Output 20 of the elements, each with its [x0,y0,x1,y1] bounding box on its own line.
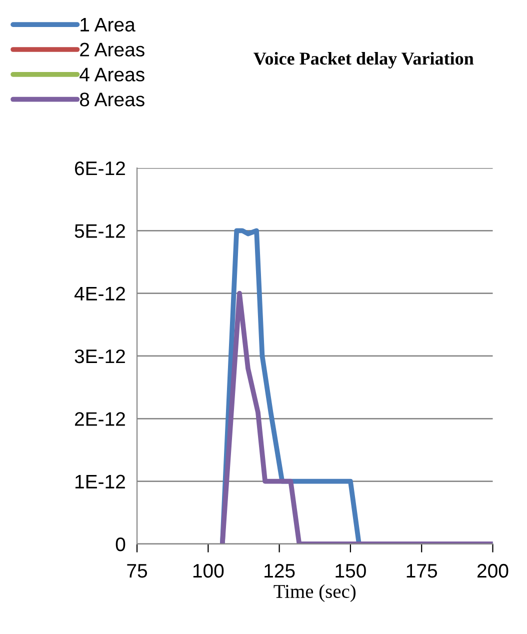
x-tick-label: 125 [264,564,295,578]
y-tick-label: 4E-12 [74,286,125,300]
y-tick-label: 0 [116,537,126,552]
y-tick-label: 3E-12 [74,349,125,364]
x-tick-label: 150 [336,564,366,578]
x-axis-title: Time (sec) [274,584,356,602]
line-series [220,290,493,544]
legend-label: 1 Area [80,18,136,32]
legend-label: 2 Areas [80,42,144,56]
y-tick-label: 1E-12 [76,474,125,488]
y-tick-label: 2E-12 [75,412,125,426]
legend-label: 4 Areas [80,68,144,82]
chart-title: Voice Packet delay Variation [254,52,474,68]
legend-label: 8 Areas [80,92,144,106]
x-tick-label: 75 [127,564,148,578]
y-tick-label: 5E-12 [74,224,125,238]
x-tick-label: 175 [406,564,438,578]
x-tick-label: 200 [478,564,508,578]
x-tick-label: 100 [193,564,224,578]
y-tick-label: 6E-12 [75,161,125,176]
